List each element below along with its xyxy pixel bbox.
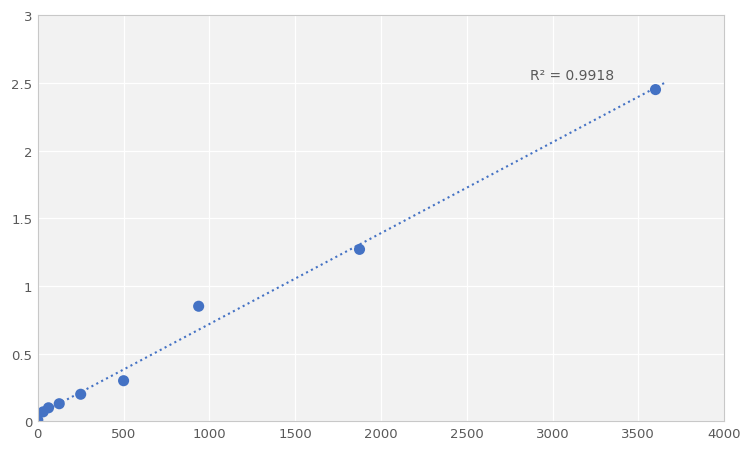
Point	[650, 87, 662, 94]
Point	[37, 408, 49, 415]
Point	[53, 400, 65, 407]
Point	[43, 404, 55, 411]
Point	[193, 303, 205, 310]
Point	[32, 416, 44, 423]
Text: R² = 0.9918: R² = 0.9918	[530, 69, 614, 83]
Point	[74, 391, 86, 398]
Point	[353, 246, 365, 253]
Point	[117, 377, 129, 384]
